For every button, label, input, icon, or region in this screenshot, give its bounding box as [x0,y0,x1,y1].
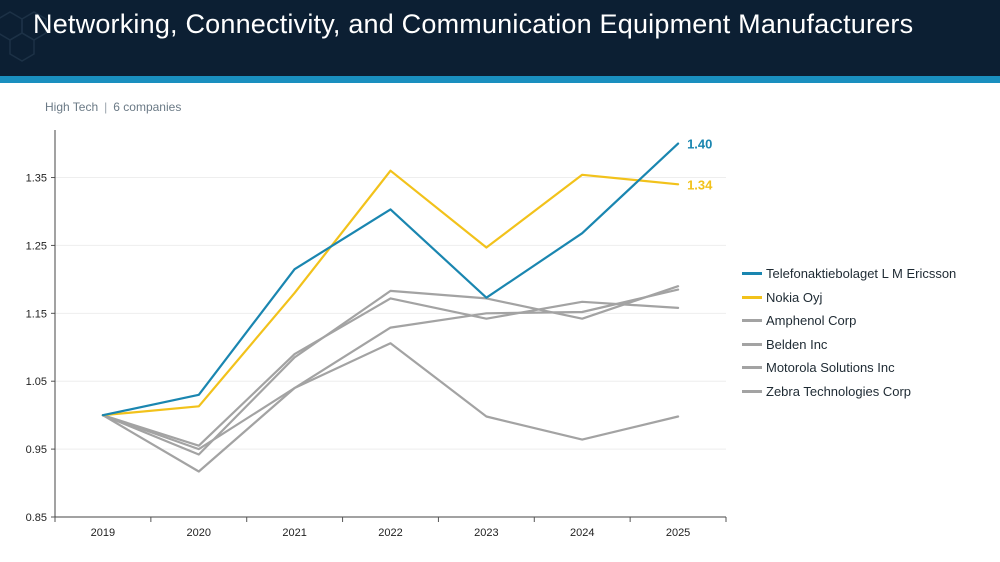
legend-item: Belden Inc [742,333,992,357]
subtitle-separator: | [104,100,108,114]
y-tick-label: 0.85 [26,512,47,524]
legend-label: Nokia Oyj [766,289,823,305]
company-count: 6 companies [113,100,182,114]
y-tick-label: 1.35 [26,173,47,185]
subtitle: High Tech | 6 companies [45,100,181,114]
x-tick-label: 2023 [474,527,498,539]
end-value-label-nokia-oyj: 1.34 [687,177,713,192]
x-tick-label: 2024 [570,527,594,539]
series-line-zebra-technologies-corp [101,288,680,451]
series-line-nokia-oyj [101,169,680,417]
legend-item: Nokia Oyj [742,286,992,310]
chart-legend: Telefonaktiebolaget L M Ericsson Nokia Oy… [742,262,992,403]
legend-label: Amphenol Corp [766,313,857,329]
sector-label: High Tech [45,100,99,114]
page-header: Networking, Connectivity, and Communicat… [0,0,1000,76]
y-tick-label: 0.95 [26,444,47,456]
legend-swatch [742,295,762,299]
legend-swatch [742,366,762,370]
x-tick-label: 2021 [282,527,306,539]
series-line-belden-inc [101,342,680,473]
x-tick-label: 2025 [666,527,690,539]
x-tick-label: 2019 [91,527,115,539]
series-line-motorola-solutions-inc [101,285,680,456]
accent-stripe [0,76,1000,83]
legend-label: Motorola Solutions Inc [766,360,895,376]
y-tick-label: 1.15 [26,308,47,320]
legend-item: Amphenol Corp [742,309,992,333]
legend-swatch [742,342,762,346]
series-line-telefonaktiebolaget-l-m-ericsson [101,142,680,417]
legend-label: Belden Inc [766,336,828,352]
x-tick-label: 2020 [187,527,211,539]
y-tick-label: 1.05 [26,376,47,388]
legend-swatch [742,272,762,276]
legend-swatch [742,319,762,323]
legend-item: Motorola Solutions Inc [742,356,992,380]
legend-item: Telefonaktiebolaget L M Ericsson [742,262,992,286]
y-tick-label: 1.25 [26,240,47,252]
legend-item: Zebra Technologies Corp [742,380,992,404]
legend-swatch [742,389,762,393]
page-title: Networking, Connectivity, and Communicat… [33,9,914,39]
series-line-amphenol-corp [101,297,680,447]
hexagon-pattern-icon [0,11,47,62]
legend-label: Telefonaktiebolaget L M Ericsson [766,266,957,282]
x-tick-label: 2022 [378,527,402,539]
end-value-label-telefonaktiebolaget-l-m-ericsson: 1.40 [687,137,712,152]
legend-label: Zebra Technologies Corp [766,383,912,399]
